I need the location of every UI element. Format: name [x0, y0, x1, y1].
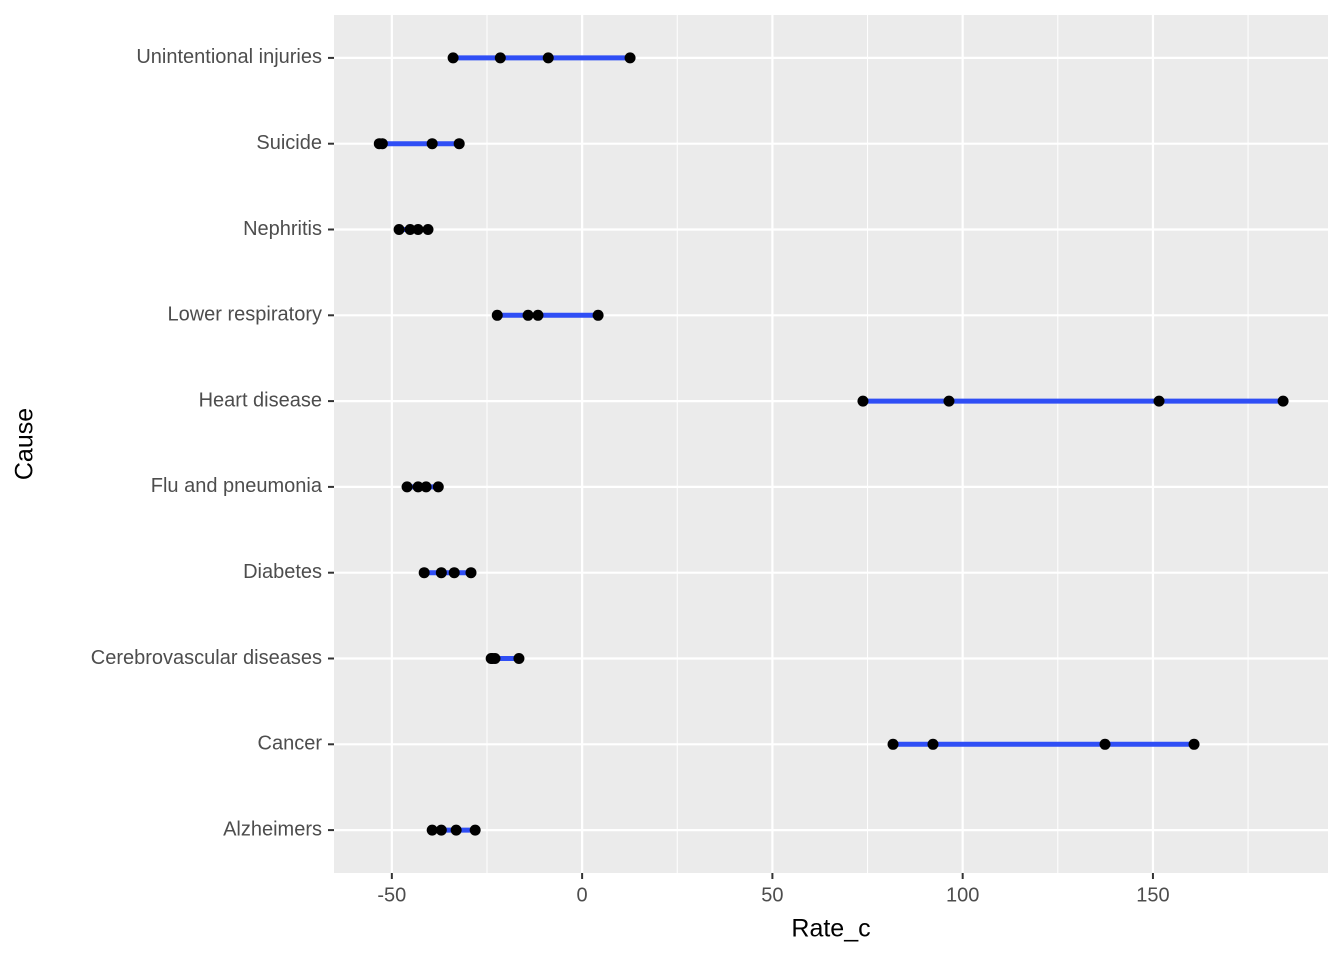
y-tick-label: Cancer	[258, 733, 323, 755]
point	[1153, 395, 1165, 407]
x-tick-label: 50	[761, 884, 783, 906]
y-axis-title: Cause	[11, 408, 39, 480]
point	[469, 824, 481, 836]
point	[491, 309, 503, 321]
point	[422, 224, 434, 235]
y-tick-label: Lower respiratory	[167, 304, 322, 326]
point	[420, 481, 432, 493]
point	[927, 738, 939, 750]
point	[887, 738, 899, 750]
panel	[334, 15, 1328, 873]
point	[943, 395, 955, 407]
point	[418, 567, 430, 579]
point	[592, 309, 604, 321]
point	[401, 481, 413, 493]
point	[1099, 738, 1111, 750]
point	[857, 395, 869, 407]
point	[435, 567, 447, 579]
point	[412, 481, 424, 493]
point	[432, 481, 444, 493]
x-tick-label: 150	[1136, 884, 1169, 906]
point	[1188, 738, 1200, 750]
point	[435, 824, 447, 836]
point	[494, 52, 506, 64]
point	[1277, 395, 1289, 407]
point	[465, 567, 477, 579]
x-tick-label: 100	[946, 884, 979, 906]
y-tick-label: Flu and pneumonia	[151, 475, 323, 497]
point	[447, 52, 459, 64]
y-tick-label: Alzheimers	[223, 818, 322, 840]
point	[532, 309, 544, 321]
y-tick-label: Unintentional injuries	[136, 46, 322, 68]
point	[376, 138, 388, 150]
point	[522, 309, 534, 321]
y-tick-label: Cerebrovascular diseases	[91, 647, 322, 669]
point	[412, 224, 424, 235]
x-tick-label: -50	[377, 884, 406, 906]
point	[448, 567, 460, 579]
y-tick-label: Suicide	[256, 132, 322, 154]
point	[404, 224, 416, 235]
point	[542, 52, 554, 64]
point	[624, 52, 636, 64]
point	[513, 653, 525, 664]
x-tick-label: 0	[577, 884, 588, 906]
y-tick-label: Heart disease	[199, 389, 322, 411]
y-tick-label: Nephritis	[243, 218, 322, 240]
point	[450, 824, 462, 836]
y-tick-label: Diabetes	[243, 561, 322, 583]
point	[426, 138, 438, 150]
point	[489, 653, 501, 664]
point	[393, 224, 405, 235]
x-axis-title: Rate_c	[791, 915, 870, 943]
point	[426, 824, 438, 836]
point	[453, 138, 465, 150]
